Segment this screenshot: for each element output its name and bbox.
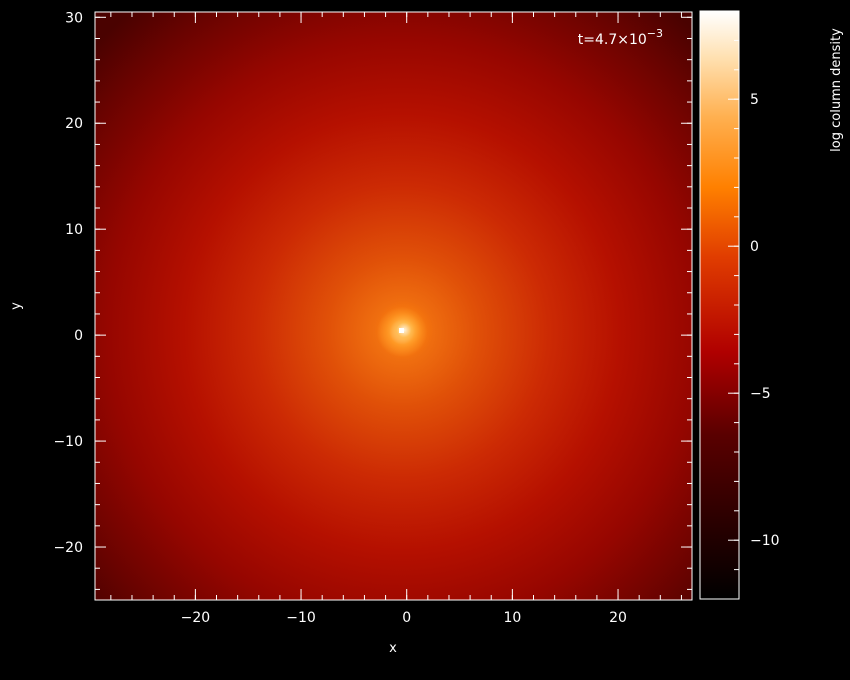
y-tick-label: 20 <box>65 116 83 132</box>
colorbar-tick-label: 0 <box>750 239 759 255</box>
y-tick-label: −20 <box>53 540 83 556</box>
time-annotation-exponent: −3 <box>647 27 663 40</box>
x-axis-title: x <box>389 641 397 656</box>
colorbar-ticks <box>728 10 739 600</box>
y-tick-label: 30 <box>65 10 83 26</box>
colorbar-tick-labels: 5 0 −5 −10 <box>750 92 780 549</box>
colorbar-title: log column density <box>829 28 844 152</box>
y-axis-title: y <box>9 302 24 310</box>
x-tick-label: 20 <box>609 610 627 626</box>
time-annotation: t=4.7×10−3 <box>578 27 663 48</box>
y-tick-label: 0 <box>74 328 83 344</box>
y-axis-tick-labels: −20 −10 0 10 20 30 <box>53 10 83 556</box>
colorbar-tick-label: −10 <box>750 533 780 549</box>
x-axis-ticks <box>110 12 682 600</box>
y-tick-label: −10 <box>53 434 83 450</box>
x-tick-label: 0 <box>402 610 411 626</box>
x-tick-label: −20 <box>181 610 211 626</box>
heatmap-image <box>95 12 692 600</box>
y-tick-label: 10 <box>65 222 83 238</box>
y-axis-ticks <box>95 16 692 590</box>
colorbar-tick-label: −5 <box>750 386 771 402</box>
central-core <box>399 328 404 333</box>
colorbar <box>699 10 740 600</box>
time-annotation-base: t=4.7×10 <box>578 32 647 48</box>
x-tick-label: −10 <box>286 610 316 626</box>
colorbar-tick-label: 5 <box>750 92 759 108</box>
x-axis-tick-labels: −20 −10 0 10 20 <box>181 610 627 626</box>
plot-frame <box>94 11 693 601</box>
x-tick-label: 10 <box>503 610 521 626</box>
